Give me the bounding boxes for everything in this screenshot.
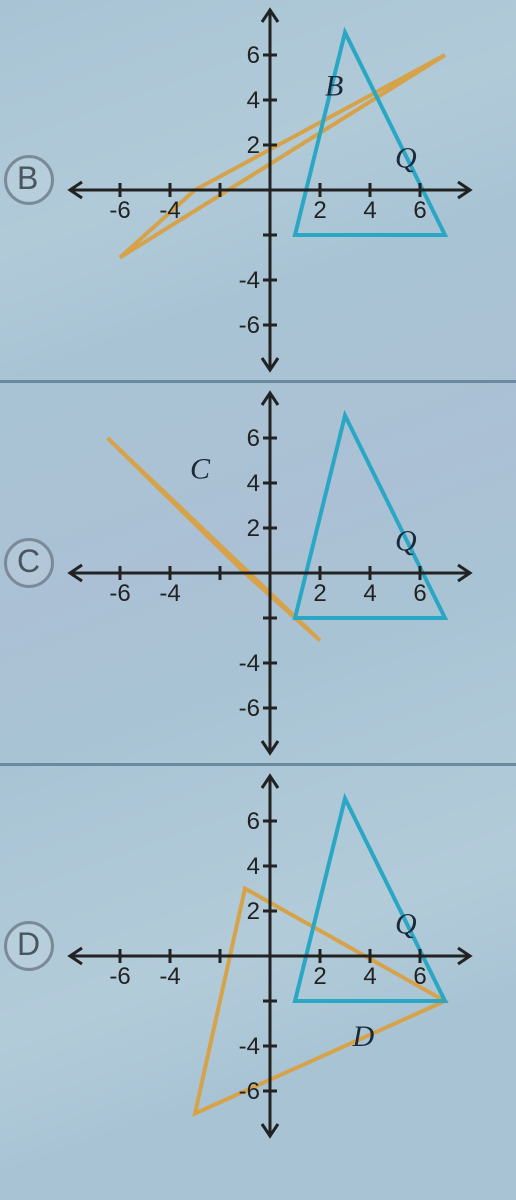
svg-text:-4: -4 xyxy=(239,650,260,677)
svg-text:-4: -4 xyxy=(159,580,180,607)
svg-text:6: 6 xyxy=(413,197,426,224)
svg-text:-4: -4 xyxy=(159,197,180,224)
panel-B: B -6 -4 2 4 6 6 4 2 -4 -6 Q B xyxy=(0,0,516,383)
svg-text:-4: -4 xyxy=(159,963,180,990)
svg-text:-6: -6 xyxy=(239,695,260,722)
triangle-C xyxy=(108,438,321,641)
svg-text:-6: -6 xyxy=(109,580,130,607)
plot-B: -6 -4 2 4 6 6 4 2 -4 -6 Q B xyxy=(70,10,470,370)
svg-text:-6: -6 xyxy=(239,312,260,339)
svg-text:-6: -6 xyxy=(109,197,130,224)
label-Q: Q xyxy=(395,908,417,941)
label-C: C xyxy=(190,453,211,486)
svg-text:6: 6 xyxy=(413,963,426,990)
svg-text:2: 2 xyxy=(313,580,326,607)
plot-C: -6 -4 2 4 6 6 4 2 -4 -6 Q C xyxy=(70,393,470,753)
option-letter-D: D xyxy=(17,926,40,963)
svg-text:2: 2 xyxy=(247,515,260,542)
svg-text:6: 6 xyxy=(247,42,260,69)
label-D: D xyxy=(352,1020,375,1053)
panels-container: B -6 -4 2 4 6 6 4 2 -4 -6 Q B C -6 -4 2 4 6 6 4 2 -4 -6 Q C D -6 -4 2… xyxy=(0,0,516,1146)
svg-text:4: 4 xyxy=(247,470,260,497)
svg-text:2: 2 xyxy=(313,963,326,990)
svg-text:6: 6 xyxy=(413,580,426,607)
svg-text:6: 6 xyxy=(247,425,260,452)
svg-text:4: 4 xyxy=(363,963,376,990)
panel-D: D -6 -4 2 4 6 6 4 2 -4 -6 Q D xyxy=(0,766,516,1146)
svg-text:-6: -6 xyxy=(109,963,130,990)
svg-text:2: 2 xyxy=(247,132,260,159)
option-letter-B: B xyxy=(17,160,38,197)
svg-text:4: 4 xyxy=(247,853,260,880)
option-letter-C: C xyxy=(17,543,40,580)
svg-text:4: 4 xyxy=(363,197,376,224)
label-B: B xyxy=(325,70,343,103)
svg-text:-6: -6 xyxy=(239,1078,260,1105)
svg-text:4: 4 xyxy=(363,580,376,607)
svg-text:-4: -4 xyxy=(239,267,260,294)
svg-text:-4: -4 xyxy=(239,1033,260,1060)
panel-C: C -6 -4 2 4 6 6 4 2 -4 -6 Q C xyxy=(0,383,516,766)
label-Q: Q xyxy=(395,142,417,175)
svg-text:4: 4 xyxy=(247,87,260,114)
label-Q: Q xyxy=(395,525,417,558)
svg-text:6: 6 xyxy=(247,808,260,835)
svg-text:2: 2 xyxy=(313,197,326,224)
plot-D: -6 -4 2 4 6 6 4 2 -4 -6 Q D xyxy=(70,776,470,1136)
svg-text:2: 2 xyxy=(247,898,260,925)
